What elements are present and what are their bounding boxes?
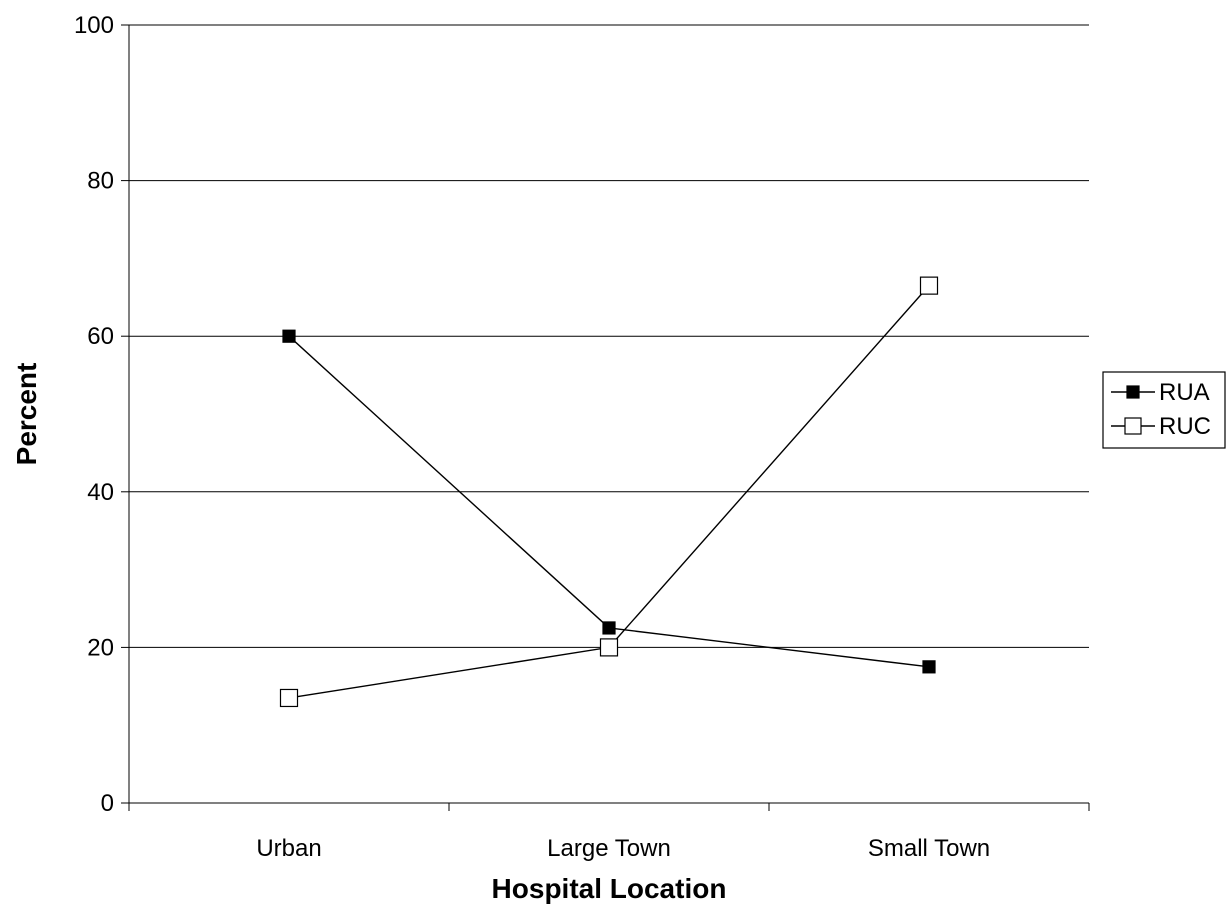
y-axis-ticks: 0 20 40 60 80 100	[74, 12, 129, 817]
y-tick-label: 20	[87, 634, 114, 661]
x-axis-ticks: Urban Large Town Small Town	[128, 803, 1090, 862]
x-tick-label: Urban	[256, 835, 321, 862]
axes	[128, 25, 1089, 804]
data-point	[602, 621, 616, 635]
y-tick-label: 60	[87, 323, 114, 350]
data-point	[919, 276, 939, 295]
data-point	[282, 329, 296, 343]
legend-item: RUA	[1111, 379, 1210, 406]
gridlines	[129, 24, 1089, 648]
y-axis-title: Percent	[11, 363, 42, 466]
legend-marker	[1124, 417, 1142, 435]
legend-marker	[1126, 385, 1140, 399]
y-tick-label: 0	[101, 790, 114, 817]
data-point	[599, 638, 619, 657]
x-axis-title: Hospital Location	[492, 873, 727, 904]
data-point	[279, 688, 299, 708]
y-tick-label: 40	[87, 479, 114, 506]
y-tick-label: 100	[74, 12, 114, 39]
legend-label: RUC	[1159, 413, 1211, 440]
series	[279, 276, 939, 708]
legend-items: RUA RUC	[1111, 379, 1211, 440]
data-point	[922, 660, 936, 674]
series-line	[288, 335, 930, 668]
series-ruc	[279, 276, 939, 708]
series-rua	[282, 329, 936, 674]
legend-box	[1102, 371, 1226, 449]
legend-label: RUA	[1159, 379, 1210, 406]
legend: RUA RUC	[1102, 371, 1226, 449]
x-tick-label: Small Town	[868, 835, 990, 862]
y-tick-label: 80	[87, 168, 114, 195]
x-tick-label: Large Town	[547, 835, 671, 862]
legend-item: RUC	[1111, 413, 1211, 440]
